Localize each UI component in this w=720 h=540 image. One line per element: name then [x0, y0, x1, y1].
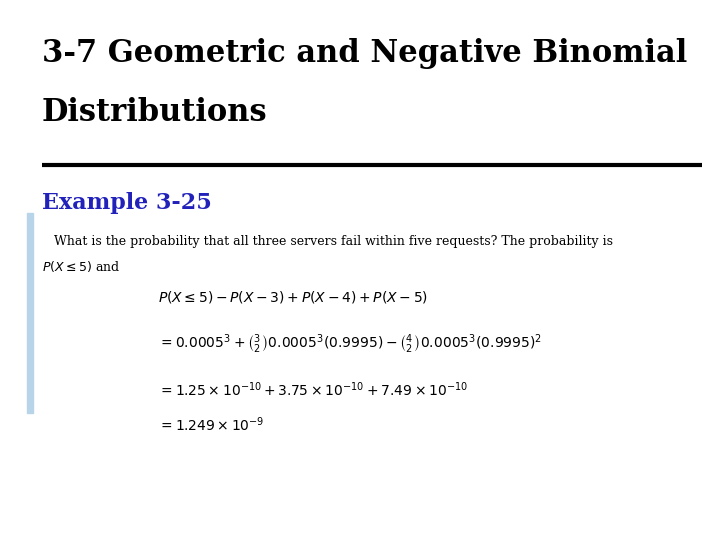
- Text: $= 0.0005^3 + \binom{3}{2}0.0005^3(0.9995) - \binom{4}{2}0.0005^3(0.9995)^2$: $= 0.0005^3 + \binom{3}{2}0.0005^3(0.999…: [158, 332, 542, 355]
- Text: Example 3-25: Example 3-25: [42, 192, 212, 214]
- Text: $= 1.25 \times 10^{-10} + 3.75 \times 10^{-10} + 7.49 \times 10^{-10}$: $= 1.25 \times 10^{-10} + 3.75 \times 10…: [158, 381, 469, 399]
- Text: $P(X \leq 5)$ and: $P(X \leq 5)$ and: [42, 259, 120, 274]
- Text: $= 1.249 \times 10^{-9}$: $= 1.249 \times 10^{-9}$: [158, 416, 265, 434]
- Text: Distributions: Distributions: [42, 97, 267, 128]
- Text: $P(X \leq 5) - P(X - 3) + P(X - 4) + P(X - 5)$: $P(X \leq 5) - P(X - 3) + P(X - 4) + P(X…: [158, 289, 428, 305]
- Text: What is the probability that all three servers fail within five requests? The pr: What is the probability that all three s…: [54, 235, 613, 248]
- Text: 3-7 Geometric and Negative Binomial: 3-7 Geometric and Negative Binomial: [42, 38, 687, 69]
- Bar: [27, 213, 33, 413]
